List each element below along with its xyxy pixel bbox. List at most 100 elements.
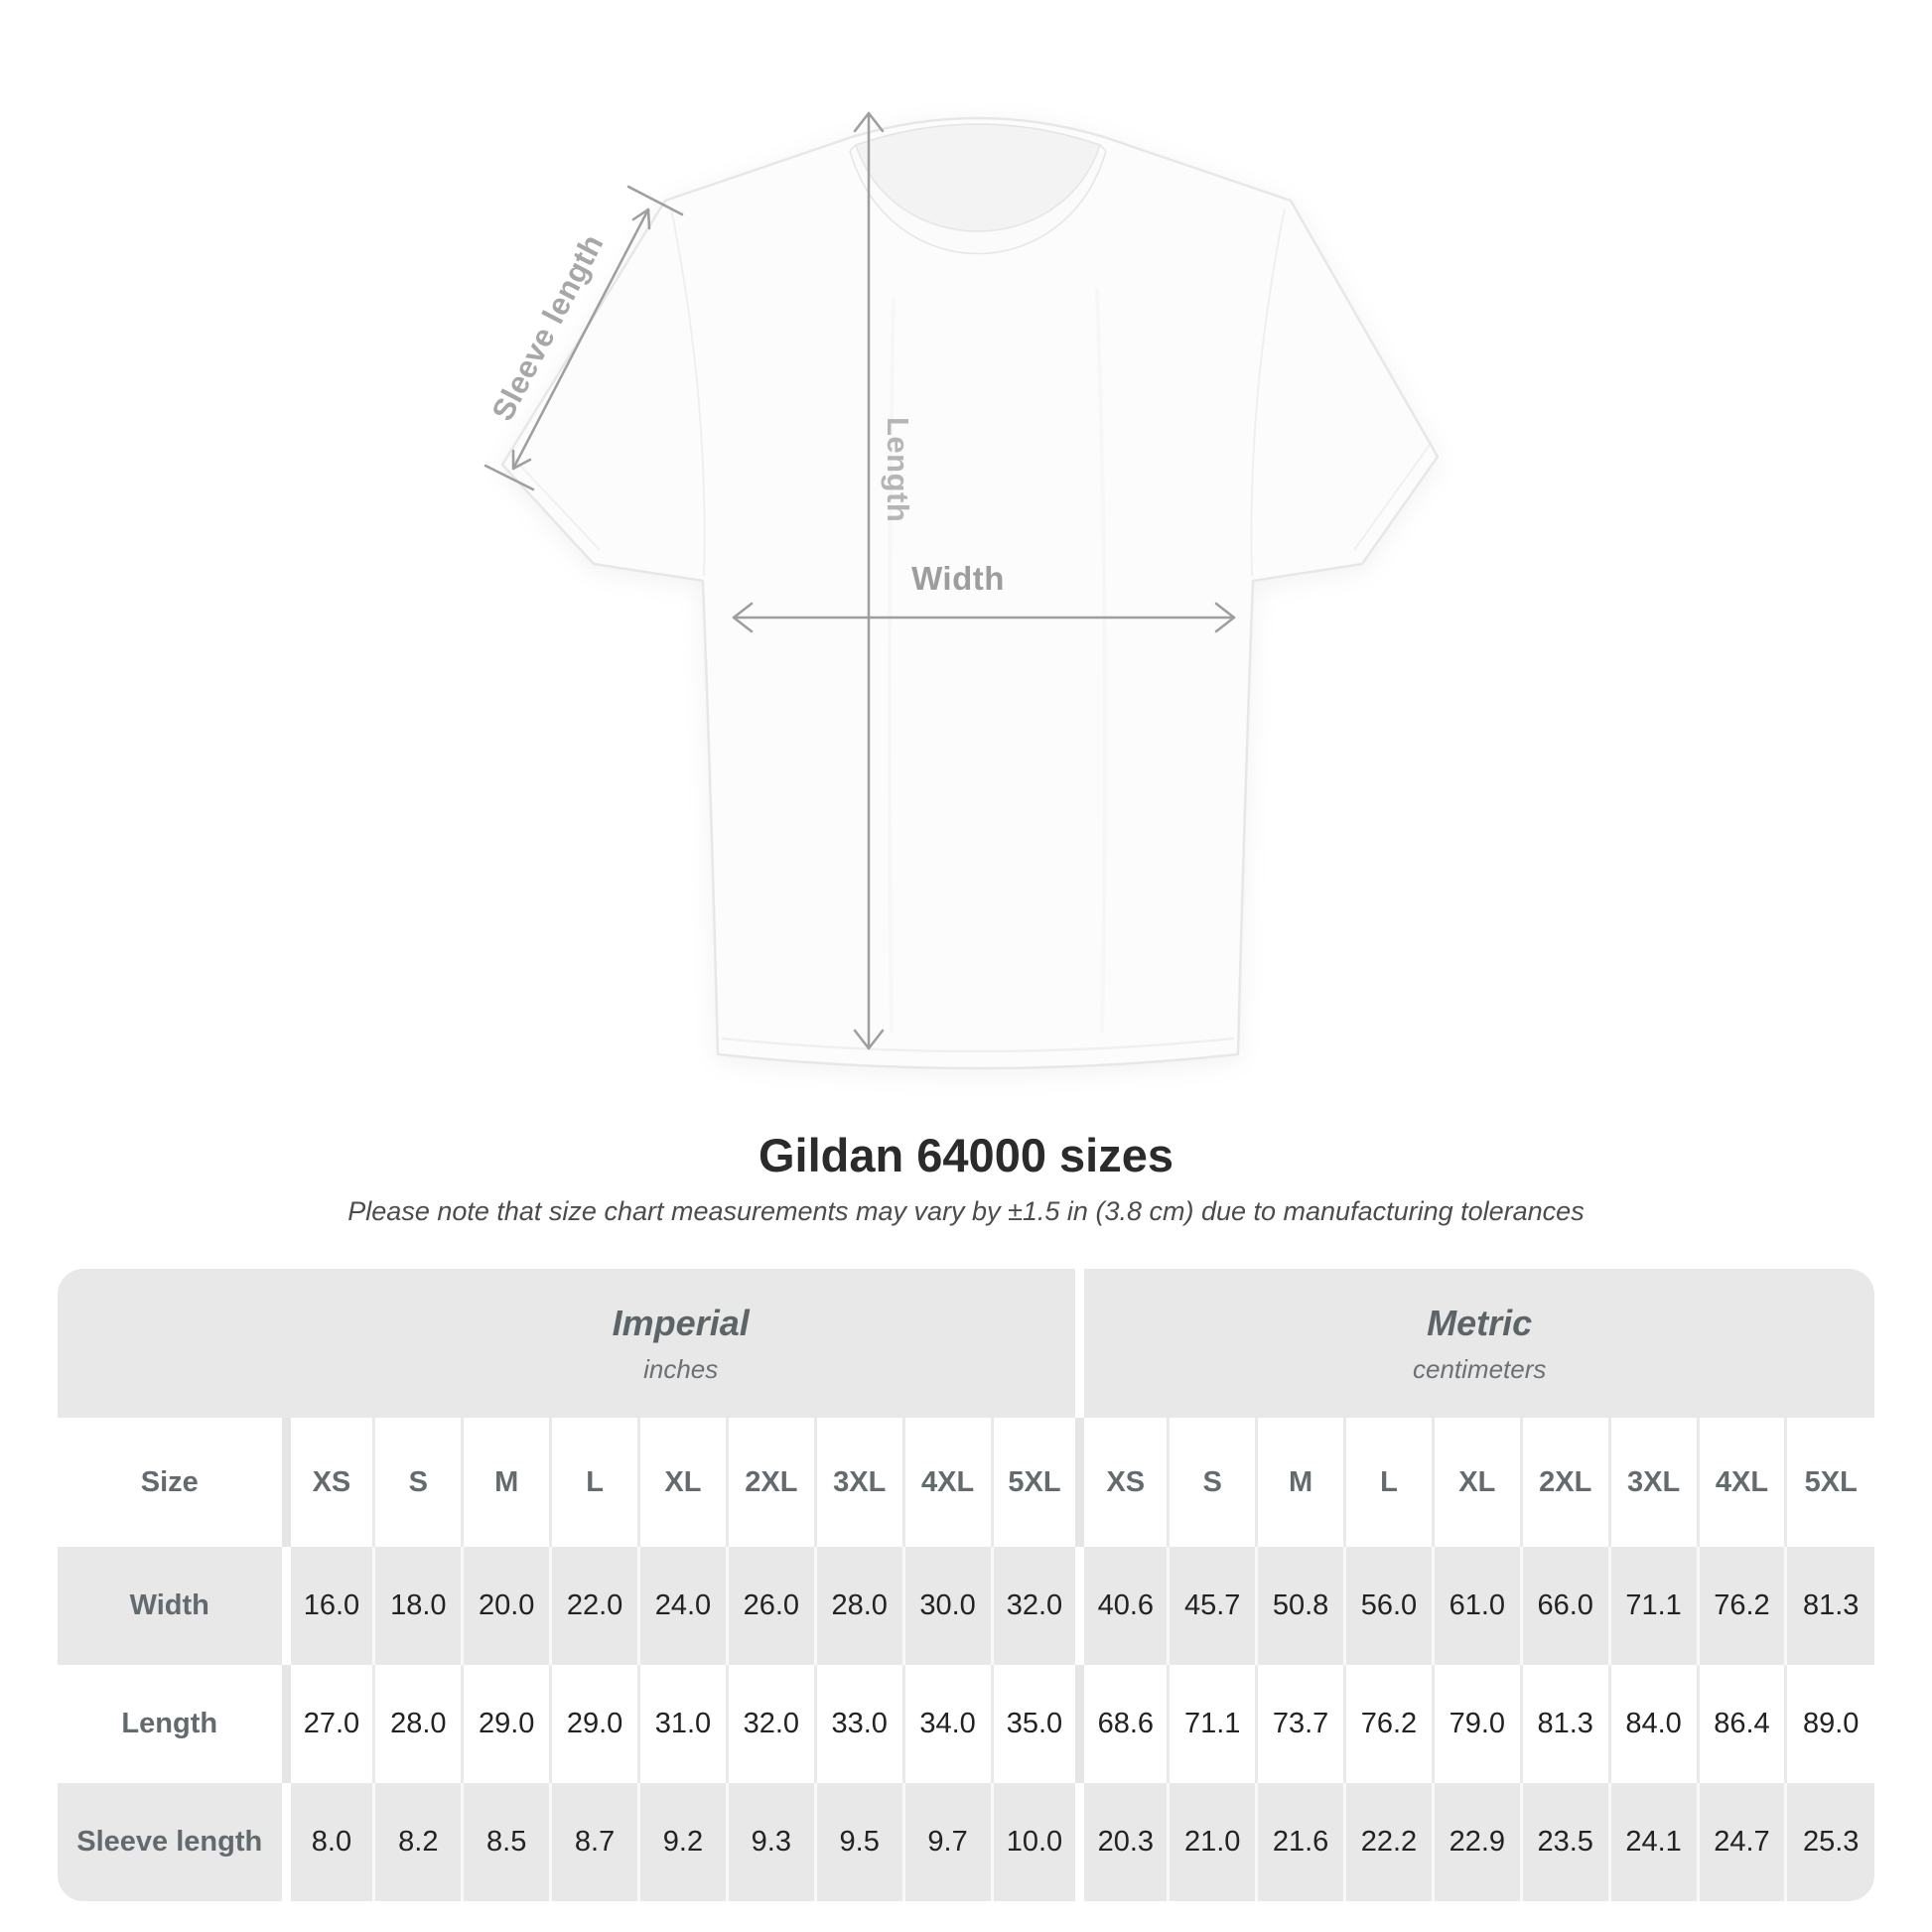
size-col-imperial-2xl: 2XL xyxy=(725,1418,816,1547)
value-cell: 28.0 xyxy=(372,1665,463,1783)
imperial-label: Imperial xyxy=(612,1302,750,1343)
value-cell: 16.0 xyxy=(281,1547,374,1665)
value-cell: 45.7 xyxy=(1167,1547,1257,1665)
group-row-spacer xyxy=(58,1269,286,1418)
value-cell: 20.3 xyxy=(1075,1783,1169,1901)
value-cell: 66.0 xyxy=(1519,1547,1610,1665)
value-cell: 86.4 xyxy=(1696,1665,1786,1783)
width-label: Width xyxy=(911,560,1005,597)
value-cell: 32.0 xyxy=(725,1665,816,1783)
page-title: Gildan 64000 sizes xyxy=(758,1129,1174,1181)
value-cell: 79.0 xyxy=(1431,1665,1522,1783)
metric-label: Metric xyxy=(1427,1302,1533,1343)
value-cell: 24.0 xyxy=(637,1547,728,1665)
collar-band xyxy=(849,143,1107,255)
size-corner-label: Size xyxy=(140,1465,199,1498)
value-cell: 20.0 xyxy=(461,1547,551,1665)
imperial-unit: inches xyxy=(643,1353,719,1384)
value-cell: 71.1 xyxy=(1607,1547,1698,1665)
value-cell: 33.0 xyxy=(813,1665,904,1783)
value-cell: 61.0 xyxy=(1431,1547,1522,1665)
value-cell: 22.0 xyxy=(549,1547,639,1665)
value-cell: 8.2 xyxy=(372,1783,463,1901)
value-cell: 25.3 xyxy=(1784,1783,1874,1901)
value-cell: 28.0 xyxy=(813,1547,904,1665)
tolerance-note: Please note that size chart measurements… xyxy=(347,1196,1585,1226)
tshirt-illustration xyxy=(483,111,1440,1070)
measurement-row-width: Width 16.0 18.0 20.0 22.0 24.0 26.0 28.0 30.0 32.… xyxy=(58,1547,1874,1665)
value-cell: 8.0 xyxy=(281,1783,374,1901)
size-col-metric-m: M xyxy=(1255,1418,1345,1547)
row-label: Length xyxy=(121,1708,218,1739)
value-cell: 9.7 xyxy=(901,1783,992,1901)
imperial-group-header: Imperial inches xyxy=(286,1269,1080,1418)
value-cell: 9.3 xyxy=(725,1783,816,1901)
value-cell: 23.5 xyxy=(1519,1783,1610,1901)
value-cell: 56.0 xyxy=(1343,1547,1434,1665)
value-cell: 27.0 xyxy=(281,1665,374,1783)
value-cell: 32.0 xyxy=(990,1547,1080,1665)
size-col-imperial-3xl: 3XL xyxy=(813,1418,904,1547)
value-cell: 30.0 xyxy=(901,1547,992,1665)
width-arrow xyxy=(732,602,1236,633)
value-cell: 24.7 xyxy=(1696,1783,1786,1901)
row-label: Sleeve length xyxy=(58,1783,286,1901)
value-cell: 21.6 xyxy=(1255,1783,1345,1901)
value-cell: 76.2 xyxy=(1696,1547,1786,1665)
value-cell: 35.0 xyxy=(990,1665,1080,1783)
value-cell: 10.0 xyxy=(990,1783,1080,1901)
shirt-body xyxy=(500,116,1440,1070)
value-cell: 40.6 xyxy=(1075,1547,1169,1665)
value-cell: 9.5 xyxy=(813,1783,904,1901)
value-cell: 31.0 xyxy=(637,1665,728,1783)
value-cell: 18.0 xyxy=(372,1547,463,1665)
sleeve-length-arrow xyxy=(483,185,684,491)
tshirt-diagram: Sleeve length Length Width xyxy=(483,111,1440,1070)
length-arrow xyxy=(853,111,885,1050)
value-cell: 71.1 xyxy=(1167,1665,1257,1783)
size-col-metric-4xl: 4XL xyxy=(1696,1418,1786,1547)
size-col-imperial-xs: XS xyxy=(281,1418,374,1547)
value-cell: 73.7 xyxy=(1255,1665,1345,1783)
value-cell: 81.3 xyxy=(1784,1547,1874,1665)
size-col-metric-xs: XS xyxy=(1075,1418,1169,1547)
value-cell: 84.0 xyxy=(1607,1665,1698,1783)
decorative-seams xyxy=(509,207,1431,1053)
length-label: Length xyxy=(881,417,915,523)
size-col-metric-xl: XL xyxy=(1431,1418,1522,1547)
size-col-imperial-5xl: 5XL xyxy=(990,1418,1080,1547)
size-header-row: Size XS S M L XL 2XL 3XL 4XL 5XL XS S M L XL 2XL 3XL 4XL… xyxy=(58,1418,1874,1547)
size-col-imperial-4xl: 4XL xyxy=(901,1418,992,1547)
value-cell: 34.0 xyxy=(901,1665,992,1783)
size-col-metric-l: L xyxy=(1343,1418,1434,1547)
size-col-metric-5xl: 5XL xyxy=(1784,1418,1874,1547)
size-col-metric-2xl: 2XL xyxy=(1519,1418,1610,1547)
value-cell: 26.0 xyxy=(725,1547,816,1665)
value-cell: 81.3 xyxy=(1519,1665,1610,1783)
value-cell: 21.0 xyxy=(1167,1783,1257,1901)
value-cell: 8.7 xyxy=(549,1783,639,1901)
value-cell: 8.5 xyxy=(461,1783,551,1901)
size-col-metric-s: S xyxy=(1167,1418,1257,1547)
value-cell: 76.2 xyxy=(1343,1665,1434,1783)
value-cell: 9.2 xyxy=(637,1783,728,1901)
value-cell: 50.8 xyxy=(1255,1547,1345,1665)
measurement-arrows xyxy=(483,111,1236,1050)
size-col-imperial-l: L xyxy=(549,1418,639,1547)
metric-unit: centimeters xyxy=(1412,1353,1547,1384)
value-cell: 22.9 xyxy=(1431,1783,1522,1901)
value-cell: 22.2 xyxy=(1343,1783,1434,1901)
measurement-row-length: Length 27.0 28.0 29.0 29.0 31.0 32.0 33.0 34.0 35… xyxy=(58,1665,1874,1783)
size-col-metric-3xl: 3XL xyxy=(1607,1418,1698,1547)
row-label: Width xyxy=(58,1547,286,1665)
metric-group-header: Metric centimeters xyxy=(1075,1269,1874,1418)
value-cell: 29.0 xyxy=(461,1665,551,1783)
unit-group-row: Imperial inches Metric centimeters xyxy=(58,1269,1874,1418)
value-cell: 68.6 xyxy=(1075,1665,1169,1783)
size-col-imperial-m: M xyxy=(461,1418,551,1547)
size-col-imperial-xl: XL xyxy=(637,1418,728,1547)
value-cell: 29.0 xyxy=(549,1665,639,1783)
measurement-row-sleeve-length: Sleeve length 8.0 8.2 8.5 8.7 9.2 9.3 9.5 9.7 10.… xyxy=(58,1783,1874,1901)
value-cell: 89.0 xyxy=(1784,1665,1874,1783)
